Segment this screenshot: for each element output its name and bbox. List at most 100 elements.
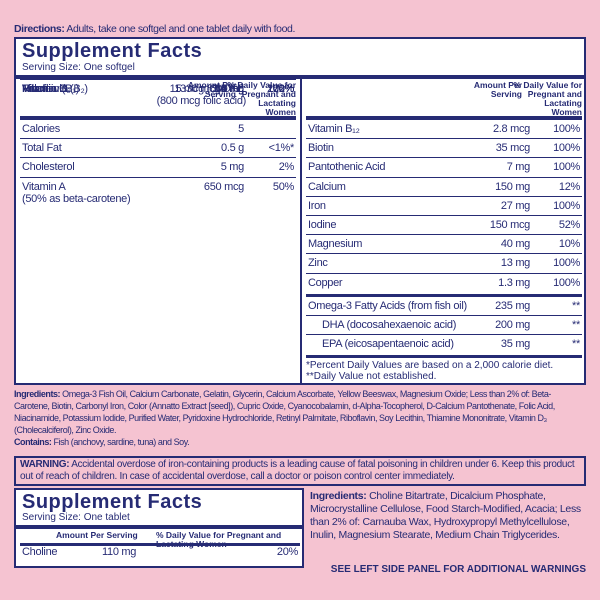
serving-size: Serving Size: One softgel: [22, 62, 135, 73]
label: WARNING:: [20, 459, 70, 470]
daily-value: **: [572, 319, 580, 331]
amount: 0.5 g: [221, 142, 244, 155]
divider: [16, 525, 302, 529]
row: Omega-3 Fatty Acids (from fish oil) 235 m…: [306, 295, 582, 315]
amount: 2 mg: [220, 83, 245, 95]
daily-value: 10%: [558, 238, 580, 251]
amount: 2.8 mcg: [492, 123, 530, 135]
nutrient-name: DHA (docosahexaenoic acid): [322, 319, 457, 331]
daily-value: 100%: [553, 123, 580, 135]
daily-value: **: [572, 338, 580, 351]
footnote: *Percent Daily Values are based on a 2,0…: [306, 360, 554, 372]
row: Riboflavin (B₂) 1.6 mg 100%: [20, 79, 296, 98]
daily-value: 100%: [553, 199, 580, 212]
panel-title: Supplement Facts: [22, 491, 203, 513]
daily-value: 20%: [276, 546, 298, 558]
nutrient-name: Vitamin D: [22, 83, 67, 95]
row: DHA (docosahexaenoic acid) 200 mg **: [306, 315, 582, 334]
nutrient-name: Omega-3 Fatty Acids (from fish oil): [308, 299, 467, 312]
tablet-ingredients: Ingredients: Choline Bitartrate, Dicalci…: [310, 490, 586, 542]
amount: 18 mg: [214, 83, 244, 95]
row: Calcium 150 mg 12%: [306, 176, 582, 196]
daily-value: 100%: [267, 83, 294, 95]
row: Folate 1330 mcg DFE (800 mcg folic acid) 22…: [20, 79, 296, 107]
row: Pantothenic Acid 7 mg 100%: [306, 157, 582, 176]
facts-panel: Supplement Facts Serving Size: One table…: [14, 488, 304, 568]
nutrient-name: Vitamin C: [22, 83, 67, 95]
amount: 650 mcg: [203, 180, 244, 193]
text: Omega-3 Fish Oil, Calcium Carbonate, Gel…: [14, 389, 555, 435]
daily-value: 100%: [267, 83, 294, 95]
daily-value: 100%: [553, 142, 580, 155]
footnote: **Daily Value not established.: [306, 371, 437, 383]
amount: 1330 mcg DFE: [174, 83, 244, 95]
nutrient-name: Vitamin B₆: [22, 83, 71, 95]
daily-value: 2%: [278, 161, 295, 174]
label: Directions:: [14, 23, 65, 35]
left-table: Amount Per Serving% Daily Value for Preg…: [20, 79, 296, 385]
amount: 13 mg: [500, 257, 530, 270]
nutrient-name: Choline: [22, 546, 58, 558]
nutrient-name: Niacin: [22, 83, 51, 95]
daily-value: 100%: [553, 276, 580, 289]
nutrient-name: Vitamin A: [22, 180, 66, 193]
label: Ingredients:: [14, 389, 61, 399]
header: % Daily Value for Pregnant and Lactating…: [227, 80, 297, 117]
nutrient-name: Calories: [22, 123, 60, 135]
table: Choline 110 mg 20%: [20, 543, 300, 565]
row: Total Fat 0.5 g <1%*: [20, 138, 296, 157]
nutrient-note: (50% as beta-carotene): [22, 192, 131, 205]
nutrient-name: EPA (eicosapentaenoic acid): [322, 338, 454, 351]
amount: 1.3 mg: [498, 276, 530, 289]
row: Choline 110 mg 20%: [20, 542, 300, 561]
directions: Directions: Adults, take one softgel and…: [14, 23, 295, 35]
row: Calories 5: [20, 119, 296, 138]
nutrient-name: Folate: [22, 83, 51, 95]
text: Adults, take one softgel and one tablet …: [66, 23, 296, 35]
nutrient-name: Pantothenic Acid: [308, 161, 386, 174]
facts-panel: Supplement Facts Serving Size: One softg…: [14, 37, 586, 385]
daily-value: 100%: [267, 83, 294, 95]
header: Amount Per Serving: [56, 530, 138, 540]
daily-value: 100%: [553, 161, 580, 174]
amount: 35 mcg: [495, 142, 531, 155]
nutrient-name: Iodine: [308, 219, 337, 231]
nutrient-name: Cholesterol: [22, 161, 75, 174]
amount: 5 mg: [220, 161, 245, 174]
daily-value: 100%: [267, 83, 294, 95]
label: Ingredients:: [310, 490, 367, 502]
divider: [306, 116, 582, 120]
panel-title: Supplement Facts: [22, 40, 203, 62]
amount: 110 mg: [102, 546, 137, 558]
right-table: Amount Per Serving% Daily Value for Preg…: [306, 79, 582, 385]
amount: 7 mg: [506, 161, 531, 174]
amount: 150 mg: [495, 180, 530, 193]
daily-value: <1%*: [268, 142, 295, 155]
amount: 40 mg: [500, 238, 530, 251]
text: Accidental overdose of iron-containing p…: [20, 459, 575, 482]
nutrient-name: Vitamin B₁₂: [308, 123, 360, 135]
daily-value: 12%: [558, 180, 580, 193]
row: Vitamin A (50% as beta-carotene) 650 mcg 50…: [20, 176, 296, 205]
amount-note: (800 mcg folic acid): [156, 95, 247, 107]
amount: 19 mg: [214, 83, 244, 95]
side-note: SEE LEFT SIDE PANEL FOR ADDITIONAL WARNI…: [330, 564, 586, 575]
amount: 200 mg: [495, 319, 530, 331]
row: Iodine 150 mcg 52%: [306, 215, 582, 234]
daily-value: 50%: [272, 180, 294, 193]
row: Iron 27 mg 100%: [306, 195, 582, 215]
amount: 1.4 mg: [212, 83, 244, 95]
daily-value: **: [572, 299, 580, 312]
daily-value: 71%: [272, 83, 294, 95]
nutrient-name: Iron: [308, 199, 326, 212]
row: Copper 1.3 mg 100%: [306, 272, 582, 292]
amount: 27 mg: [500, 199, 530, 212]
nutrient-name: Calcium: [308, 180, 346, 193]
header: % Daily Value for Pregnant and Lactating…: [513, 80, 583, 117]
divider: [20, 116, 296, 120]
row: EPA (eicosapentaenoic acid) 35 mg **: [306, 334, 582, 353]
header: Amount Per Serving: [473, 80, 522, 99]
footnotes: *Percent Daily Values are based on a 2,0…: [306, 355, 582, 382]
amount: 5: [238, 123, 244, 135]
